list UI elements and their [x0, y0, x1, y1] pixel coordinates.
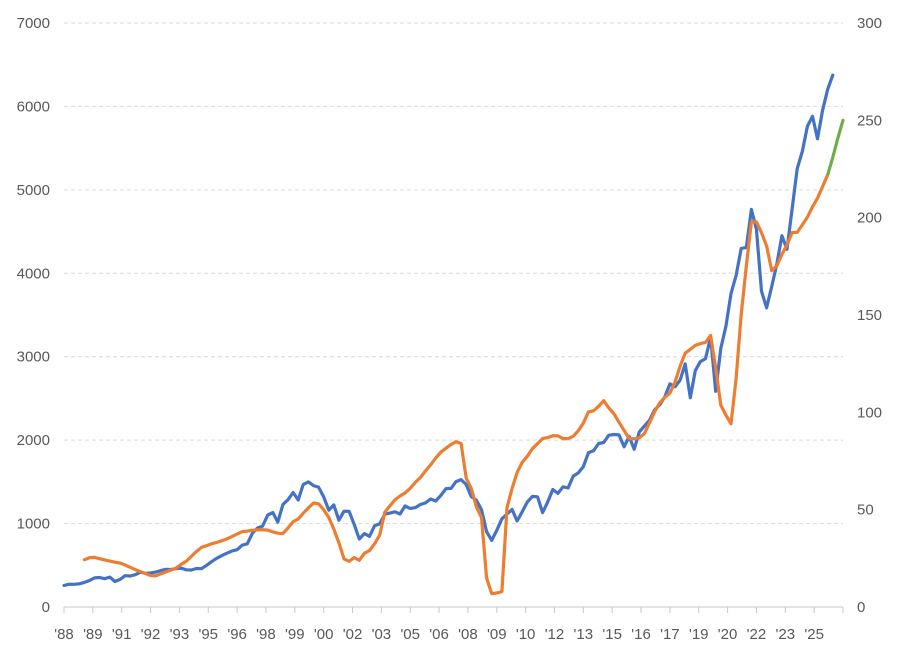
- x-axis-label: '15: [602, 626, 622, 643]
- x-axis-label: '10: [516, 626, 536, 643]
- x-axis-label: '03: [372, 626, 392, 643]
- y-axis-label-left: 3000: [17, 349, 50, 366]
- y-axis-label-left: 4000: [17, 265, 50, 282]
- x-axis-label: '93: [170, 626, 190, 643]
- x-axis-label: '06: [429, 626, 449, 643]
- x-axis-label: '12: [545, 626, 565, 643]
- x-axis-label: '17: [660, 626, 680, 643]
- x-axis-label: '96: [227, 626, 247, 643]
- y-axis-label-right: 0: [857, 599, 865, 616]
- x-axis-label: '22: [747, 626, 767, 643]
- series-line-blue: [62, 73, 835, 588]
- x-axis-label: '88: [54, 626, 74, 643]
- y-axis-label-left: 6000: [17, 98, 50, 115]
- y-axis-label-left: 1000: [17, 516, 50, 533]
- x-axis-label: '95: [198, 626, 218, 643]
- y-axis-label-left: 0: [42, 599, 50, 616]
- x-axis-label: '99: [285, 626, 305, 643]
- x-axis-label: '02: [343, 626, 363, 643]
- x-axis-label: '98: [256, 626, 276, 643]
- series-line-green: [826, 118, 845, 177]
- x-axis-label: '13: [574, 626, 594, 643]
- y-axis-label-right: 150: [857, 307, 882, 324]
- x-axis-label: '91: [112, 626, 132, 643]
- x-axis-label: '16: [631, 626, 651, 643]
- x-axis-label: '19: [689, 626, 709, 643]
- y-axis-label-left: 7000: [17, 15, 50, 32]
- y-axis-label-right: 100: [857, 404, 882, 421]
- x-axis-label: '89: [83, 626, 103, 643]
- x-axis-label: '00: [314, 626, 334, 643]
- y-axis-label-left: 5000: [17, 182, 50, 199]
- x-axis-label: '09: [487, 626, 507, 643]
- y-axis-label-right: 50: [857, 502, 874, 519]
- x-axis-label: '92: [141, 626, 161, 643]
- x-axis-label: '23: [776, 626, 796, 643]
- x-axis-label: '08: [458, 626, 478, 643]
- y-axis-label-right: 200: [857, 210, 882, 227]
- x-axis-label: '20: [718, 626, 738, 643]
- x-axis-label: '05: [400, 626, 420, 643]
- y-axis-label-left: 2000: [17, 432, 50, 449]
- y-axis-label-right: 300: [857, 15, 882, 32]
- y-axis-label-right: 250: [857, 112, 882, 129]
- x-axis-label: '25: [804, 626, 824, 643]
- series-line-orange: [82, 173, 830, 596]
